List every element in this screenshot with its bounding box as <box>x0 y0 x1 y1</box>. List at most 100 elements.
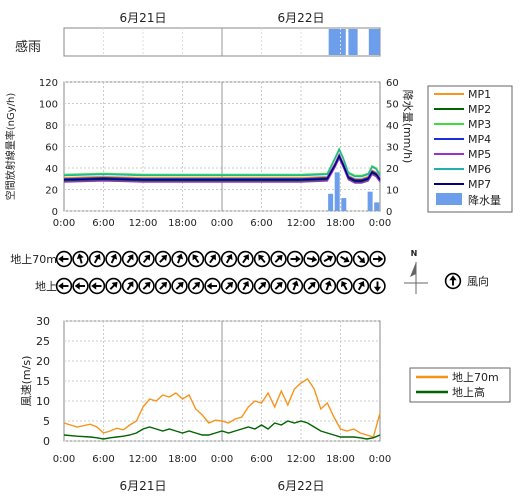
legend-label-MP4: MP4 <box>468 133 491 146</box>
wind-arrow-head <box>94 253 101 261</box>
wind-line-地上高 <box>63 420 381 440</box>
wind-direction-arrow <box>72 277 89 295</box>
wind-arrow-head <box>291 280 299 287</box>
wind-arrow-shaft <box>142 257 149 264</box>
wind-arrow-head <box>311 255 318 263</box>
wind-arrow-head <box>76 253 84 260</box>
wind-arrow-shaft <box>175 284 182 290</box>
wind-arrow-shaft <box>340 255 347 261</box>
wind-arrow-head <box>58 282 64 290</box>
wind-arrow-head <box>359 257 366 264</box>
wind-arrow-head <box>258 254 265 261</box>
radiation-right-tick: 20 <box>386 164 399 175</box>
wind-direction-arrow <box>336 277 353 295</box>
wind-arrow-shaft <box>192 284 198 290</box>
wind-arrow-shaft <box>242 284 248 291</box>
wind-direction-arrow <box>154 250 172 268</box>
wind-dir-legend-icon <box>444 272 462 290</box>
wind-arrow-shaft <box>109 284 116 290</box>
wind-direction-arrow <box>204 277 221 295</box>
legend-label-MP3: MP3 <box>468 118 491 131</box>
wind-direction-arrow <box>352 277 370 295</box>
wind-direction-arrow <box>369 250 386 268</box>
wind-arrow-head <box>449 275 457 281</box>
wind-arrow-shaft <box>209 257 215 264</box>
legend-label-MP2: MP2 <box>468 103 491 116</box>
date-label-bottom: 6月21日 <box>120 479 167 493</box>
wind-left-tick: 0 <box>43 435 50 448</box>
legend-label-precip: 降水量 <box>468 193 501 207</box>
radiation-left-tick: 20 <box>45 186 58 197</box>
wind-arrow-head <box>260 281 267 288</box>
wind-arrow-head <box>276 281 283 288</box>
wind-direction-arrow <box>121 250 139 268</box>
wind-arrow-head <box>127 254 134 261</box>
wind-arrow-shaft <box>258 284 264 290</box>
wind-direction-arrow <box>319 277 337 295</box>
wind-left-tick: 30 <box>36 315 50 328</box>
wind-dir-row-label: 地上 <box>35 280 57 293</box>
radiation-time-tick: 6:00 <box>92 218 114 229</box>
rain-sense-label: 感雨 <box>15 39 41 55</box>
radiation-time-tick: 0:00 <box>211 218 233 229</box>
wind-time-tick: 0:00 <box>53 454 75 465</box>
wind-direction-arrow <box>72 250 89 268</box>
wind-arrow-head <box>226 253 233 261</box>
precip-y-axis-label: 降水量(mm/h) <box>401 90 415 164</box>
wind-direction-arrow <box>253 250 271 268</box>
wind-arrow-head <box>161 254 168 261</box>
radiation-right-tick: 40 <box>386 121 399 132</box>
wind-left-tick: 25 <box>36 335 50 348</box>
wind-time-tick: 12:00 <box>129 454 158 465</box>
wind-direction-arrow <box>88 250 106 268</box>
wind-direction-arrow <box>237 277 254 295</box>
radiation-time-tick: 18:00 <box>168 218 197 229</box>
wind-arrow-shaft <box>194 257 200 264</box>
wind-direction-arrow <box>303 250 320 268</box>
precipitation-bar <box>374 202 380 211</box>
wind-time-tick: 0:00 <box>369 454 391 465</box>
wind-direction-arrow <box>286 250 304 268</box>
wind-arrow-shaft <box>357 255 363 261</box>
wind-direction-arrow <box>352 250 370 268</box>
wind-y-axis-label: 風速(m/s) <box>20 356 33 407</box>
wind-legend-label: 地上70m <box>452 371 499 384</box>
radiation-right-tick: 60 <box>386 78 399 89</box>
radiation-time-tick: 0:00 <box>53 218 75 229</box>
wind-dir-legend-label: 風向 <box>467 274 489 288</box>
wind-dir-row-label: 地上70m <box>10 253 57 266</box>
rain-sense-block <box>348 29 358 55</box>
wind-arrow-head <box>340 280 348 288</box>
radiation-line-MP5 <box>63 156 381 184</box>
wind-direction-arrow <box>88 277 106 295</box>
wind-arrow-head <box>227 281 234 288</box>
wind-line-地上70m <box>63 378 381 438</box>
wind-direction-arrow <box>204 250 221 268</box>
radiation-time-tick: 6:00 <box>250 218 272 229</box>
radiation-time-tick: 12:00 <box>129 218 158 229</box>
wind-time-tick: 0:00 <box>211 454 233 465</box>
wind-arrow-head <box>144 281 151 288</box>
wind-left-tick: 20 <box>36 355 50 368</box>
wind-arrow-head <box>343 256 350 263</box>
precipitation-bar <box>328 193 334 211</box>
wind-left-tick: 5 <box>43 415 50 428</box>
radiation-line-MP6 <box>63 148 381 178</box>
wind-direction-arrow <box>138 277 155 295</box>
wind-arrow-head <box>358 280 365 288</box>
wind-left-tick: 15 <box>36 375 50 388</box>
wind-arrow-head <box>192 254 199 261</box>
wind-arrow-head <box>58 255 64 263</box>
wind-arrow-head <box>326 255 334 262</box>
radiation-left-tick: 120 <box>39 78 58 89</box>
radiation-time-tick: 12:00 <box>287 218 316 229</box>
wind-direction-arrow <box>105 250 122 268</box>
wind-time-tick: 18:00 <box>326 454 355 465</box>
radiation-line-MP7 <box>63 154 381 182</box>
radiation-right-tick: 30 <box>386 143 399 154</box>
radiation-right-tick: 10 <box>386 186 399 197</box>
wind-direction-arrow <box>121 277 139 295</box>
wind-direction-arrow <box>55 250 73 268</box>
wind-arrow-shaft <box>142 284 149 290</box>
